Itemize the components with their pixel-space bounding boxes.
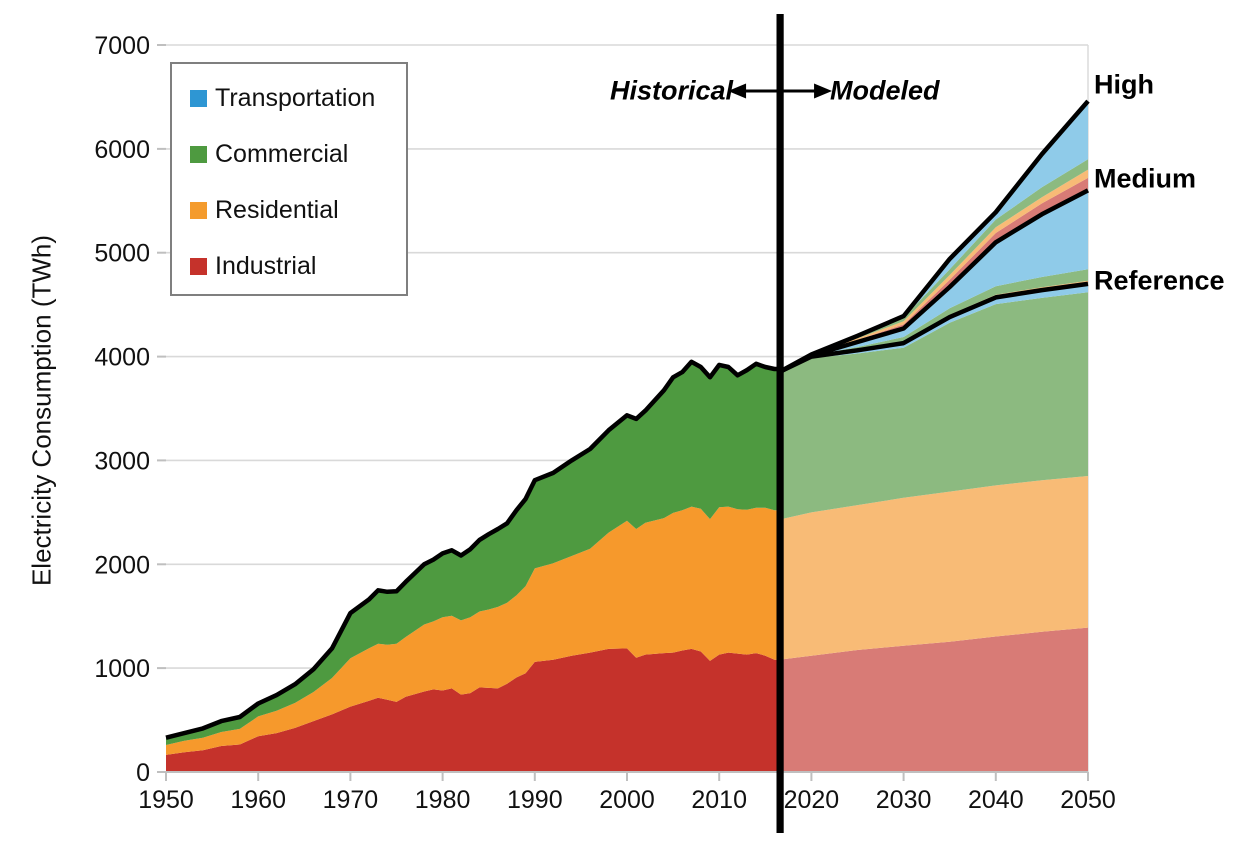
area-commercial-modeled — [779, 292, 1088, 520]
legend-label: Transportation — [215, 83, 376, 112]
x-tick-label: 2000 — [599, 786, 655, 814]
x-tick-label: 2040 — [968, 786, 1024, 814]
y-tick-label: 7000 — [94, 32, 150, 60]
modeled-label: Modeled — [830, 75, 940, 106]
legend-swatch-industrial — [190, 257, 207, 275]
x-tick-label: 2050 — [1060, 786, 1116, 814]
band-commercial-above-reference — [779, 269, 1088, 373]
area-commercial-historical — [166, 361, 781, 745]
x-tick-label: 1960 — [230, 786, 286, 814]
x-tick-label: 1970 — [323, 786, 379, 814]
x-tick-label: 2020 — [784, 786, 840, 814]
x-tick-label: 1950 — [138, 786, 194, 814]
area-residential-historical — [166, 506, 781, 755]
y-tick-label: 5000 — [94, 240, 150, 268]
legend-item-industrial: Industrial — [190, 238, 406, 294]
x-tick-label: 2010 — [691, 786, 747, 814]
y-tick-label: 1000 — [94, 655, 150, 683]
legend-label: Industrial — [215, 251, 317, 280]
y-tick-label: 0 — [136, 759, 150, 787]
x-tick-label: 1990 — [507, 786, 563, 814]
scenario-label-high: High — [1094, 69, 1154, 100]
double-arrow-icon — [728, 83, 833, 99]
historical-label: Historical — [609, 75, 733, 106]
area-industrial-modeled — [779, 627, 1088, 772]
legend-swatch-residential — [190, 201, 207, 219]
area-residential-modeled — [779, 476, 1088, 660]
scenario-label-medium: Medium — [1094, 163, 1197, 194]
legend-label: Commercial — [215, 139, 349, 168]
historical-modeled-divider — [776, 14, 784, 833]
high-scenario-line — [778, 99, 1090, 375]
total-consumption-line — [165, 359, 781, 740]
band-industrial-above-medium — [779, 177, 1088, 373]
scenario-label-reference: Reference — [1094, 265, 1225, 296]
y-tick-label: 4000 — [94, 344, 150, 372]
y-tick-label: 3000 — [94, 447, 150, 475]
legend-item-commercial: Commercial — [190, 126, 406, 182]
legend-swatch-commercial — [190, 145, 207, 163]
band-commercial-above-medium — [779, 159, 1088, 373]
x-tick-label: 2030 — [876, 786, 932, 814]
x-tick-label: 1980 — [415, 786, 471, 814]
y-axis-title: Electricity Consumption (TWh) — [26, 234, 57, 587]
y-tick-label: 6000 — [94, 136, 150, 164]
area-industrial-historical — [166, 648, 781, 772]
legend-item-residential: Residential — [190, 182, 406, 238]
legend: Transportation Commercial Residential In… — [170, 62, 408, 296]
legend-swatch-transportation — [190, 89, 207, 107]
legend-label: Residential — [215, 195, 339, 224]
y-tick-label: 2000 — [94, 551, 150, 579]
band-residential-above-medium — [779, 169, 1088, 373]
legend-item-transportation: Transportation — [190, 70, 406, 126]
